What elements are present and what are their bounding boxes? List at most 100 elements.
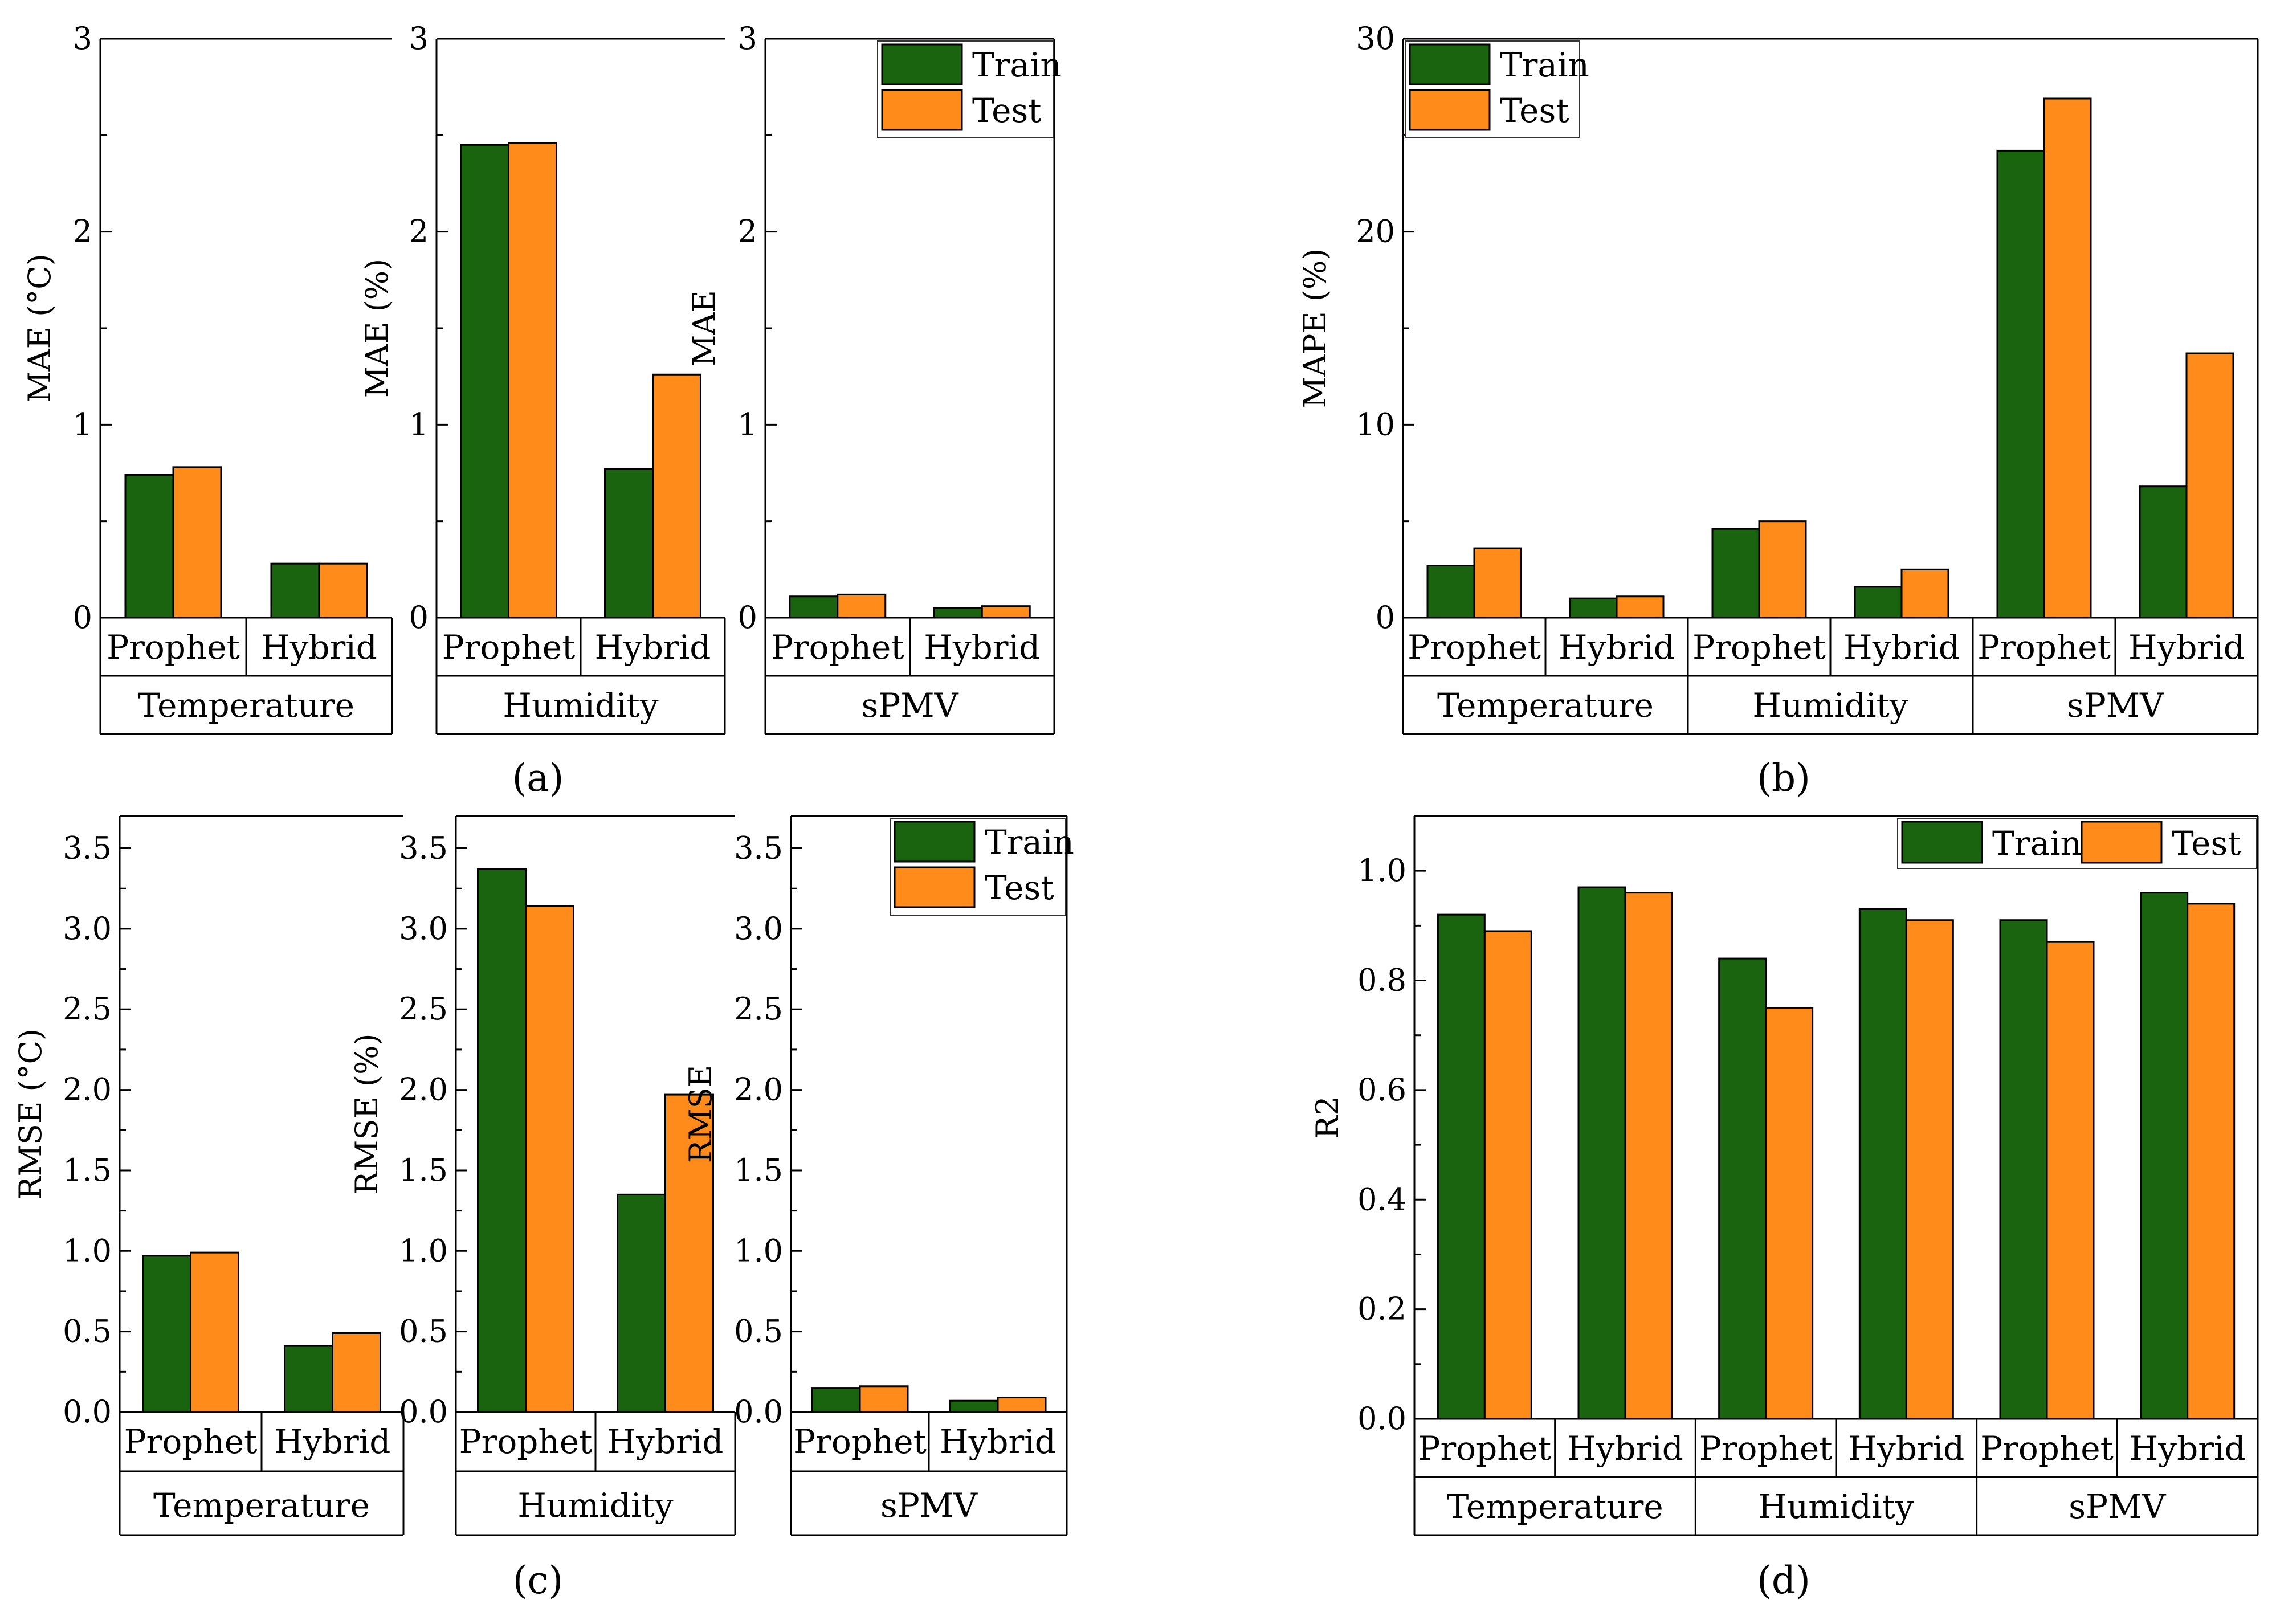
y-tick-label: 2.5: [734, 991, 783, 1027]
bar-test: [525, 905, 574, 1413]
legend-label-train: Train: [972, 46, 1062, 84]
category-label: Prophet: [1980, 1429, 2114, 1468]
bar-test: [1905, 919, 1954, 1420]
y-tick-label: 0.5: [399, 1313, 448, 1349]
legend-label-test: Test: [2172, 824, 2241, 863]
category-label: Hybrid: [261, 628, 377, 667]
group-label: Humidity: [1752, 686, 1908, 725]
y-tick-label: 1: [738, 406, 757, 442]
category-label: Prophet: [107, 628, 240, 667]
y-tick-label: 3.5: [734, 830, 783, 866]
y-tick-label: 3: [409, 21, 429, 56]
legend-label-test: Test: [1500, 91, 1569, 130]
legend-swatch-test: [881, 89, 963, 131]
legend-swatch-test: [1409, 89, 1491, 131]
bar-train: [933, 607, 983, 619]
category-label: Hybrid: [607, 1422, 724, 1461]
bar-train: [1711, 528, 1760, 619]
bar-test: [837, 593, 887, 619]
y-tick-label: 1.0: [734, 1233, 783, 1268]
category-label: Hybrid: [1567, 1429, 1683, 1468]
y-tick-label: 10: [1356, 406, 1395, 442]
legend-label-train: Train: [985, 823, 1074, 862]
y-tick-label: 2: [738, 214, 757, 250]
y-tick-label: 20: [1356, 214, 1395, 250]
y-tick-label: 0.0: [1357, 1401, 1406, 1437]
category-label: Prophet: [1418, 1429, 1551, 1468]
y-tick-label: 1: [409, 406, 429, 442]
legend-swatch-test: [894, 866, 976, 908]
bar-train: [811, 1387, 861, 1413]
y-axis-title: RMSE: [683, 1065, 719, 1163]
bar-test: [2043, 97, 2092, 619]
bar-train: [284, 1345, 333, 1413]
group-label: Humidity: [1758, 1487, 1914, 1526]
y-tick-label: 1.5: [63, 1152, 112, 1188]
y-tick-label: 3.0: [399, 911, 448, 946]
bar-test: [981, 605, 1031, 619]
category-label: Hybrid: [940, 1422, 1056, 1461]
y-tick-label: 3.0: [734, 911, 783, 946]
group-label: sPMV: [861, 686, 958, 725]
y-axis-title: R2: [1310, 1096, 1345, 1139]
category-label: Prophet: [1692, 628, 1826, 667]
y-tick-label: 0.4: [1357, 1181, 1406, 1217]
y-axis-title: MAE (°C): [22, 254, 58, 402]
bar-test: [1483, 930, 1532, 1420]
panel-caption: (b): [1757, 756, 1810, 800]
y-tick-label: 0: [409, 599, 429, 635]
group-label: Temperature: [138, 686, 354, 725]
category-label: Prophet: [793, 1422, 927, 1461]
y-axis-title: MAE (%): [359, 259, 395, 398]
y-tick-label: 2.5: [63, 991, 112, 1027]
bar-test: [1624, 892, 1673, 1420]
category-label: Hybrid: [1559, 628, 1675, 667]
category-label: Hybrid: [1848, 1429, 1964, 1468]
y-tick-label: 1.0: [399, 1233, 448, 1268]
y-tick-label: 0.8: [1357, 962, 1406, 998]
bar-train: [2140, 892, 2189, 1420]
category-label: Prophet: [124, 1422, 258, 1461]
y-tick-label: 0.5: [63, 1313, 112, 1349]
bar-test: [997, 1397, 1047, 1413]
y-axis-title: MAPE (%): [1297, 248, 1333, 409]
y-tick-label: 2.0: [734, 1072, 783, 1108]
y-axis-title: RMSE (%): [349, 1034, 385, 1195]
bar-test: [1900, 568, 1949, 619]
bar-train: [124, 474, 174, 619]
y-tick-label: 1.5: [399, 1152, 448, 1188]
legend-swatch-test: [2081, 821, 2163, 864]
bar-test: [2187, 903, 2236, 1420]
y-tick-label: 0: [73, 599, 92, 635]
group-label: Temperature: [1447, 1487, 1663, 1526]
legend-swatch-train: [1901, 821, 1983, 864]
bar-train: [617, 1193, 666, 1413]
legend-swatch-train: [894, 821, 976, 863]
category-label: Hybrid: [924, 628, 1040, 667]
category-label: Hybrid: [2130, 1429, 2246, 1468]
y-tick-label: 1.5: [734, 1152, 783, 1188]
bar-test: [2185, 352, 2234, 619]
category-label: Hybrid: [1843, 628, 1960, 667]
bar-train: [1996, 149, 2045, 619]
y-tick-label: 1.0: [63, 1233, 112, 1268]
category-label: Prophet: [459, 1422, 593, 1461]
y-axis-title: MAE: [686, 290, 722, 366]
bar-train: [1569, 597, 1618, 619]
bar-train: [1437, 913, 1486, 1420]
y-tick-label: 3: [73, 21, 92, 56]
legend-label-test: Test: [985, 868, 1054, 907]
bar-test: [652, 373, 701, 619]
bar-test: [172, 466, 222, 619]
y-tick-label: 0.5: [734, 1313, 783, 1349]
bar-test: [318, 562, 368, 619]
y-tick-label: 3.5: [63, 830, 112, 866]
y-tick-label: 0: [1376, 599, 1395, 635]
bar-test: [1616, 595, 1665, 619]
category-label: Prophet: [1699, 1429, 1833, 1468]
y-tick-label: 1: [73, 406, 92, 442]
category-label: Hybrid: [2128, 628, 2245, 667]
panel-caption: (a): [512, 756, 564, 800]
y-tick-label: 2.0: [63, 1072, 112, 1108]
